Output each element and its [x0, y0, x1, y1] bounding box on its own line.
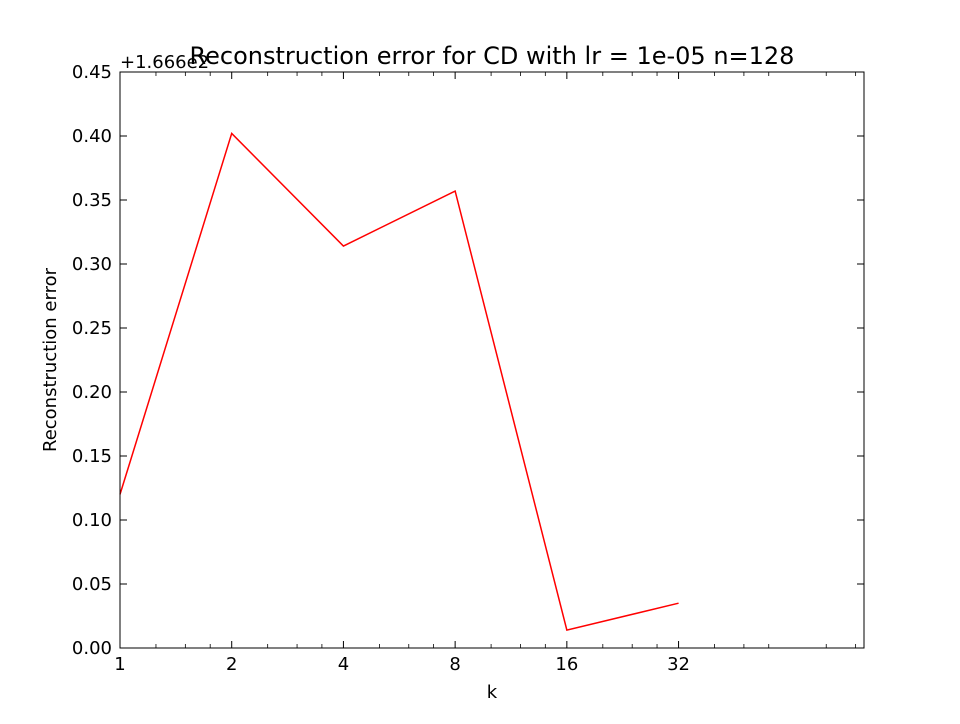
- x-tick-label: 16: [555, 654, 578, 675]
- x-tick-label: 8: [449, 654, 460, 675]
- y-tick-label: 0.45: [72, 62, 112, 83]
- x-tick-label: 2: [226, 654, 237, 675]
- series-line-0: [119, 132, 679, 631]
- y-tick-label: 0.10: [72, 510, 112, 531]
- y-offset-label: +1.666e2: [120, 52, 209, 73]
- chart-title: Reconstruction error for CD with lr = 1e…: [190, 42, 795, 70]
- y-axis-label: Reconstruction error: [40, 267, 61, 452]
- y-tick-label: 0.35: [72, 190, 112, 211]
- y-tick-label: 0.15: [72, 446, 112, 467]
- x-tick-label: 32: [667, 654, 690, 675]
- x-tick-label: 1: [114, 654, 125, 675]
- y-tick-label: 0.05: [72, 574, 112, 595]
- y-tick-label: 0.40: [72, 126, 112, 147]
- y-tick-label: 0.25: [72, 318, 112, 339]
- plot-frame: [119, 71, 865, 649]
- y-tick-label: 0.30: [72, 254, 112, 275]
- y-tick-label: 0.00: [72, 638, 112, 659]
- x-axis-label: k: [487, 682, 498, 703]
- y-tick-label: 0.20: [72, 382, 112, 403]
- x-tick-label: 4: [338, 654, 349, 675]
